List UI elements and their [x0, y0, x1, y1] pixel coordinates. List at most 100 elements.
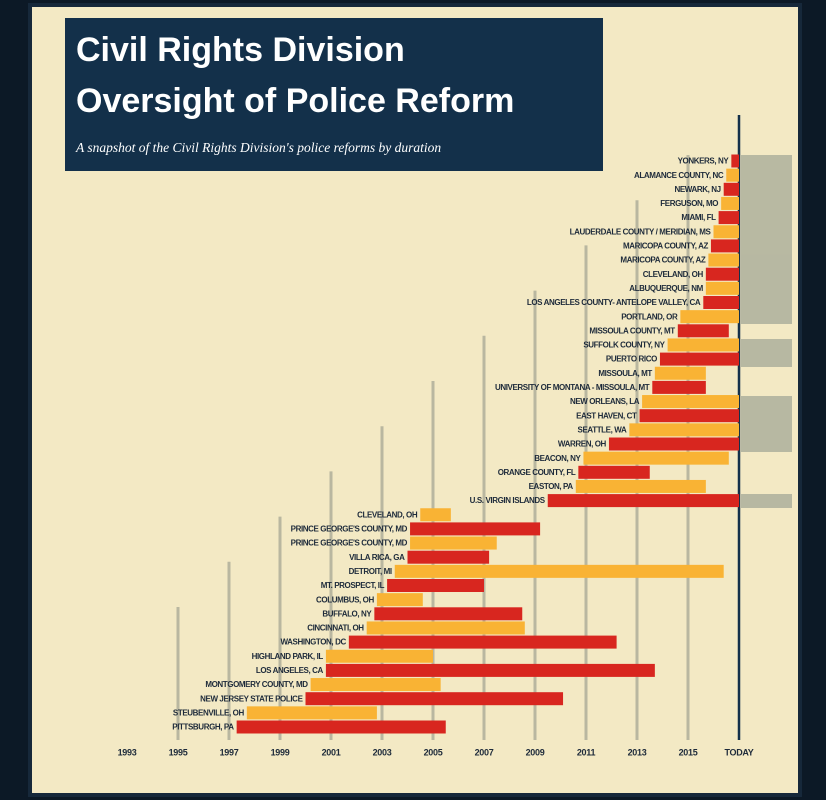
bar-label: CINCINNATI, OH [307, 624, 364, 633]
bar [578, 465, 650, 479]
bar-label: PRINCE GEORGE'S COUNTY, MD [291, 525, 408, 534]
bar-label: SEATTLE, WA [578, 425, 627, 434]
bar-label: EAST HAVEN, CT [576, 411, 637, 420]
bar-label: U.S. VIRGIN ISLANDS [470, 496, 546, 505]
x-tick-label: TODAY [724, 747, 753, 757]
x-tick-label: 2015 [679, 747, 698, 757]
bar [705, 267, 739, 281]
ongoing-band [741, 396, 792, 452]
ongoing-band [741, 339, 792, 367]
bar [410, 522, 541, 536]
bar [407, 550, 490, 564]
bar [547, 494, 739, 508]
bar-label: MISSOULA COUNTY, MT [589, 326, 675, 335]
x-tick-label: 2003 [373, 747, 392, 757]
bar [374, 607, 523, 621]
bar-label: MT. PROSPECT, IL [321, 581, 385, 590]
bar-label: CLEVELAND, OH [357, 510, 418, 519]
bar [710, 239, 739, 253]
bar [575, 479, 706, 493]
bar-label: NEW ORLEANS, LA [570, 397, 640, 406]
x-tick-label: 1999 [271, 747, 290, 757]
marks: 1993 1995 1997 1999 2001 2003 2005 2007 2009 2011… [118, 115, 754, 757]
bar [652, 380, 706, 394]
bar [677, 324, 729, 338]
bar-label: ALBUQUERQUE, NM [629, 284, 703, 293]
bar [713, 225, 739, 239]
title-box [65, 18, 603, 171]
bar-label: LOS ANGELES COUNTY- ANTELOPE VALLEY, CA [527, 298, 701, 307]
bar [703, 296, 739, 309]
bar [667, 338, 739, 352]
bar-label: PRINCE GEORGE'S COUNTY, MD [291, 539, 408, 548]
chart-title: Civil Rights Division [76, 31, 405, 69]
bar [731, 154, 739, 168]
bar [608, 437, 739, 451]
bar [654, 366, 706, 380]
bar-label: ORANGE COUNTY, FL [498, 468, 576, 477]
bar-label: VILLA RICA, GA [349, 553, 405, 562]
bar [723, 182, 739, 196]
bar-label: PORTLAND, OR [621, 312, 678, 321]
bar-label: STEUBENVILLE, OH [173, 708, 245, 717]
ongoing-band [741, 155, 792, 324]
x-tick-label: 2005 [424, 747, 443, 757]
bar [305, 692, 564, 706]
x-tick-label: 2011 [577, 747, 596, 757]
x-tick-label: 1995 [169, 747, 188, 757]
bar [310, 678, 441, 692]
bar-label: MONTGOMERY COUNTY, MD [205, 680, 308, 689]
bar-label: BEACON, NY [534, 454, 581, 463]
bar-label: SUFFOLK COUNTY, NY [583, 341, 665, 350]
x-tick-label: 1993 [118, 747, 137, 757]
bar [325, 649, 433, 663]
bar-label: DETROIT, MI [349, 567, 392, 576]
bar-label: PUERTO RICO [606, 355, 657, 364]
bar [246, 706, 377, 720]
bar [394, 564, 724, 578]
x-tick-label: 2007 [475, 747, 494, 757]
bar [366, 621, 525, 635]
bar [387, 579, 484, 592]
bar-label: NEWARK, NJ [674, 185, 720, 194]
bar-label: LAUDERDALE COUNTY / MERIDIAN, MS [570, 227, 712, 236]
bar-label: CLEVELAND, OH [643, 270, 704, 279]
bar-label: UNIVERSITY OF MONTANA - MISSOULA, MT [495, 383, 650, 392]
bar [718, 211, 739, 225]
bar [410, 536, 497, 550]
bar-label: HIGHLAND PARK, IL [252, 652, 324, 661]
bar [659, 352, 739, 366]
bar-label: YONKERS, NY [678, 157, 730, 166]
x-tick-label: 2009 [526, 747, 545, 757]
bar-label: EASTON, PA [529, 482, 574, 491]
bar-label: WARREN, OH [558, 440, 607, 449]
bar-label: MARICOPA COUNTY, AZ [620, 256, 706, 265]
bar [639, 409, 739, 423]
chart-title: Oversight of Police Reform [76, 82, 514, 120]
ongoing-band [741, 494, 792, 508]
bar [629, 423, 739, 437]
bar-label: MIAMI, FL [681, 213, 716, 222]
bar [642, 395, 739, 409]
subtitle: A snapshot of the Civil Rights Division'… [75, 140, 441, 155]
bar [726, 168, 739, 182]
bar [583, 451, 729, 465]
bar-label: FERGUSON, MO [660, 199, 718, 208]
bar [708, 253, 739, 267]
bar [721, 196, 739, 210]
bar-label: MARICOPA COUNTY, AZ [623, 242, 709, 251]
x-tick-label: 1997 [220, 747, 239, 757]
bar-label: COLUMBUS, OH [316, 595, 374, 604]
bar [376, 593, 423, 607]
bar-label: NEW JERSEY STATE POLICE [200, 694, 303, 703]
bar-label: WASHINGTON, DC [280, 638, 346, 647]
bar-label: BUFFALO, NY [322, 609, 372, 618]
bar-label: MISSOULA, MT [598, 369, 652, 378]
bar [705, 281, 739, 295]
x-tick-label: 2001 [322, 747, 341, 757]
bar-label: LOS ANGELES, CA [256, 666, 324, 675]
bar [348, 635, 617, 649]
bar [236, 720, 446, 734]
